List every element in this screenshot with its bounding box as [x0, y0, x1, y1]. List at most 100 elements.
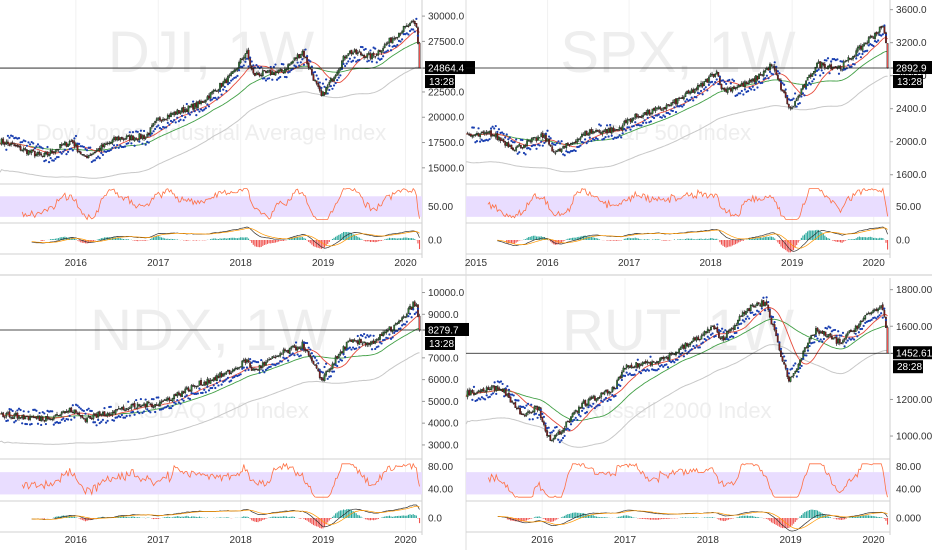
- candle-body: [476, 133, 477, 134]
- candle-body: [253, 369, 254, 371]
- psar-dot: [344, 65, 346, 67]
- candle-body: [718, 332, 719, 338]
- candle-body: [192, 104, 193, 110]
- candle: [392, 37, 393, 44]
- candle-body: [75, 144, 76, 146]
- candle: [521, 411, 522, 415]
- candle-body: [638, 117, 639, 118]
- psar-dot: [133, 414, 135, 416]
- candle-body: [754, 79, 755, 82]
- macd-signal-line: [32, 228, 420, 246]
- psar-dot: [271, 79, 273, 81]
- candle-body: [561, 433, 562, 434]
- psar-dot: [536, 417, 538, 419]
- candle: [805, 80, 806, 88]
- candle-body: [143, 135, 144, 139]
- candle-body: [642, 115, 643, 117]
- psar-dot: [217, 96, 219, 98]
- candle: [733, 85, 734, 89]
- candle: [794, 101, 795, 108]
- candle-body: [295, 347, 296, 350]
- psar-dot: [149, 411, 151, 413]
- candle-body: [40, 154, 41, 155]
- candle-body: [161, 402, 162, 403]
- psar-dot: [814, 74, 816, 76]
- candle-body: [332, 79, 333, 81]
- candle-body: [2, 139, 3, 144]
- candle: [712, 326, 713, 327]
- candle-body: [384, 45, 385, 48]
- psar-dot: [780, 81, 782, 83]
- psar-dot: [160, 128, 162, 130]
- candle: [825, 332, 826, 337]
- candle-body: [511, 401, 512, 402]
- candle-body: [772, 324, 773, 325]
- psar-dot: [477, 127, 479, 129]
- candle: [373, 52, 374, 58]
- candle-body: [205, 382, 206, 385]
- candle-body: [672, 102, 673, 103]
- candle-body: [788, 104, 789, 107]
- candle-body: [790, 107, 791, 108]
- candle: [197, 101, 198, 108]
- candle-body: [656, 108, 657, 109]
- candle: [381, 332, 382, 336]
- candle-body: [584, 131, 585, 135]
- candle-body: [72, 140, 73, 142]
- candle-body: [562, 430, 563, 432]
- psar-dot: [392, 336, 394, 338]
- candle: [63, 411, 64, 414]
- candle-body: [528, 140, 529, 141]
- candle: [384, 43, 385, 49]
- psar-dot: [190, 111, 192, 113]
- candle-body: [713, 326, 714, 329]
- last-price-label: 8279.7: [428, 325, 459, 336]
- candle-body: [694, 337, 695, 340]
- candle-body: [234, 369, 235, 371]
- candle: [722, 87, 723, 90]
- candle-body: [109, 414, 110, 415]
- candle: [608, 391, 609, 396]
- psar-dot: [127, 401, 129, 403]
- candle-body: [879, 308, 880, 310]
- candle: [824, 62, 825, 70]
- psar-dot: [48, 161, 50, 163]
- candle-body: [93, 153, 94, 154]
- candle: [865, 42, 866, 44]
- candle-body: [569, 421, 570, 422]
- candle-body: [744, 82, 745, 87]
- candle-body: [541, 134, 542, 137]
- candle-body: [23, 148, 24, 150]
- candle-body: [848, 57, 849, 60]
- psar-dot: [691, 97, 693, 99]
- candle: [313, 74, 314, 81]
- psar-dot: [503, 133, 505, 135]
- candle: [67, 144, 68, 147]
- psar-dot: [619, 385, 621, 387]
- candle: [343, 55, 344, 63]
- candle-body: [704, 331, 705, 335]
- candle-body: [45, 152, 46, 153]
- candle-body: [823, 331, 824, 334]
- candle-body: [400, 320, 401, 321]
- candle-body: [559, 431, 560, 434]
- candle: [360, 339, 361, 343]
- candle-body: [88, 416, 89, 417]
- candle-body: [713, 74, 714, 76]
- candle-body: [523, 414, 524, 415]
- candle: [561, 148, 562, 153]
- candle-body: [97, 412, 98, 417]
- psar-dot: [347, 60, 349, 62]
- psar-dot: [618, 134, 620, 136]
- candle-body: [67, 144, 68, 147]
- candle-body: [227, 76, 228, 82]
- candle-body: [387, 330, 388, 331]
- psar-dot: [620, 136, 622, 138]
- candle: [632, 366, 633, 368]
- psar-dot: [78, 143, 80, 145]
- candle-body: [61, 412, 62, 414]
- psar-dot: [752, 86, 754, 88]
- candle: [31, 416, 32, 418]
- candle-body: [531, 138, 532, 142]
